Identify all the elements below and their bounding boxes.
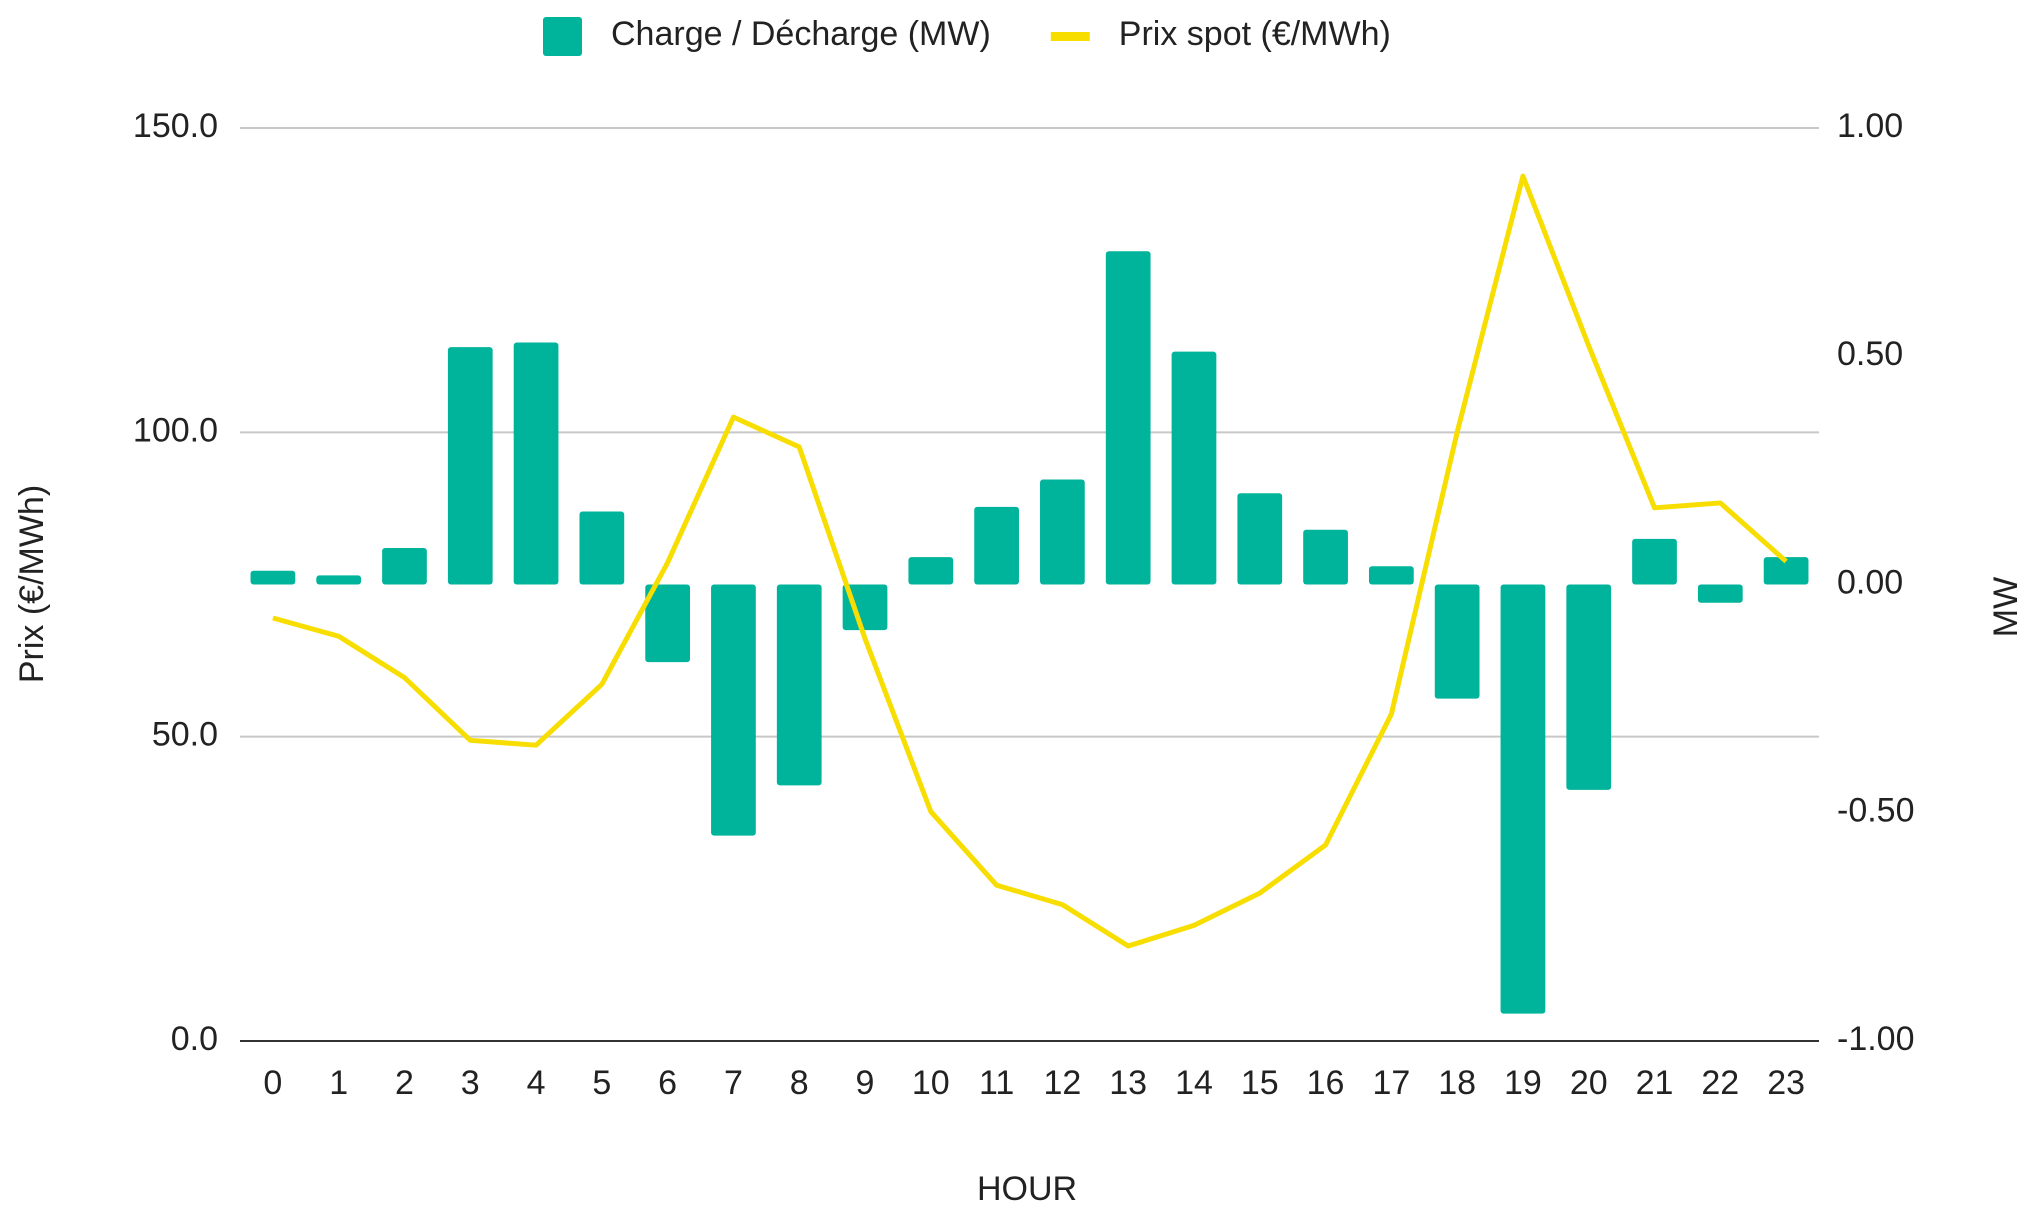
- legend-swatch: [1050, 32, 1090, 41]
- bar: [316, 575, 362, 585]
- x-axis-title: HOUR: [977, 1170, 1077, 1208]
- y2-axis-title: MW: [1987, 577, 2025, 637]
- x-tick-label: 11: [979, 1064, 1014, 1102]
- y2-tick-label: -0.50: [1837, 792, 1915, 830]
- x-tick-label: 12: [1043, 1064, 1081, 1102]
- bar: [250, 570, 296, 585]
- bar: [842, 584, 888, 631]
- x-tick-label: 15: [1241, 1064, 1279, 1102]
- bar: [1566, 584, 1612, 790]
- bar: [513, 342, 559, 585]
- line: [272, 173, 1788, 949]
- bar: [1368, 566, 1414, 585]
- y-tick-label: 50.0: [152, 716, 218, 754]
- bar: [1632, 538, 1677, 585]
- y2-tick-label: 0.50: [1837, 335, 1903, 373]
- legend-swatch: [543, 17, 582, 56]
- x-tick-label: 5: [592, 1064, 611, 1102]
- bar: [908, 557, 954, 585]
- x-tick-label: 6: [658, 1064, 677, 1102]
- x-tick-label: 7: [724, 1064, 743, 1102]
- bar: [1763, 557, 1809, 585]
- bar: [579, 511, 625, 585]
- bar: [1040, 479, 1085, 585]
- x-tick-label: 1: [329, 1064, 348, 1102]
- bar: [1171, 351, 1217, 585]
- y-tick-label: 100.0: [133, 411, 218, 449]
- x-tick-label: 16: [1307, 1064, 1345, 1102]
- y2-tick-label: -1.00: [1837, 1020, 1915, 1058]
- x-tick-label: 8: [790, 1064, 809, 1102]
- x-tick-label: 23: [1767, 1064, 1805, 1102]
- y2-tick-label: 1.00: [1837, 107, 1903, 145]
- y-axis-title: Prix (€/MWh): [13, 485, 51, 683]
- x-tick-label: 17: [1372, 1064, 1410, 1102]
- legend-label: Prix spot (€/MWh): [1119, 15, 1391, 53]
- bar: [1105, 251, 1151, 585]
- x-tick-label: 9: [856, 1064, 875, 1102]
- x-tick-label: 22: [1701, 1064, 1739, 1102]
- y2-tick-label: 0.00: [1837, 563, 1903, 601]
- bar: [382, 547, 427, 585]
- bar: [645, 584, 691, 663]
- x-tick-label: 13: [1109, 1064, 1147, 1102]
- x-tick-label: 21: [1636, 1064, 1674, 1102]
- x-tick-label: 20: [1570, 1064, 1608, 1102]
- y-tick-label: 0.0: [171, 1020, 218, 1058]
- x-tick-label: 0: [263, 1064, 282, 1102]
- legend-label: Charge / Décharge (MW): [611, 15, 991, 53]
- bar: [1237, 493, 1283, 585]
- bar: [1303, 529, 1348, 585]
- x-tick-label: 4: [527, 1064, 546, 1102]
- x-tick-label: 18: [1438, 1064, 1476, 1102]
- bar: [447, 347, 493, 585]
- y-tick-label: 150.0: [133, 107, 218, 145]
- x-tick-label: 2: [395, 1064, 414, 1102]
- x-tick-label: 14: [1175, 1064, 1213, 1102]
- bar: [974, 506, 1019, 585]
- bar: [776, 584, 822, 786]
- x-tick-label: 19: [1504, 1064, 1542, 1102]
- x-tick-label: 3: [461, 1064, 480, 1102]
- x-tick-label: 10: [912, 1064, 950, 1102]
- bar: [1500, 584, 1546, 1014]
- bar: [1434, 584, 1480, 699]
- bar: [1697, 584, 1743, 603]
- bar: [711, 584, 756, 836]
